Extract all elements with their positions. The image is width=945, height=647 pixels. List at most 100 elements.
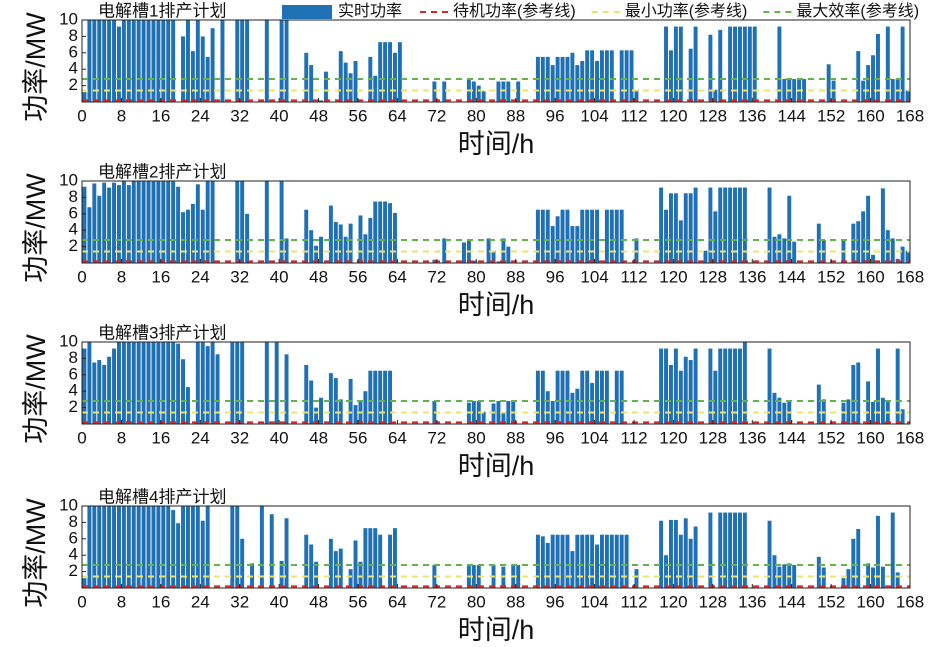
bar: [580, 370, 585, 424]
bar: [397, 42, 402, 102]
bar: [501, 413, 506, 424]
bar: [181, 36, 186, 102]
bar: [673, 348, 678, 424]
bar: [481, 91, 486, 102]
bar: [496, 81, 501, 102]
bar: [560, 534, 565, 588]
bar: [856, 362, 861, 424]
bar: [126, 342, 131, 424]
bar: [772, 392, 777, 424]
x-tick-label: 48: [309, 428, 328, 447]
bar: [284, 20, 289, 102]
x-tick-label: 168: [896, 106, 924, 125]
bar: [772, 236, 777, 263]
bar: [560, 370, 565, 424]
bar: [363, 391, 368, 424]
x-tick-label: 0: [77, 592, 86, 611]
bar: [737, 187, 742, 263]
bar: [856, 528, 861, 588]
x-tick-label: 168: [896, 267, 924, 286]
bar: [816, 556, 821, 588]
bar: [560, 209, 565, 263]
x-tick-label: 136: [738, 428, 766, 447]
bar: [614, 370, 619, 424]
bar: [678, 534, 683, 588]
bar: [161, 20, 166, 102]
bar: [141, 181, 146, 263]
bar: [195, 184, 200, 263]
bar: [826, 64, 831, 102]
x-tick-label: 144: [778, 592, 806, 611]
bar: [708, 348, 713, 424]
bar: [693, 526, 698, 588]
bar: [338, 224, 343, 263]
bar: [634, 569, 639, 588]
bar: [279, 181, 284, 263]
bar: [121, 506, 126, 588]
x-tick-label: 0: [77, 267, 86, 286]
bar: [871, 55, 876, 102]
bar: [851, 364, 856, 424]
bar: [866, 381, 871, 424]
bar: [673, 193, 678, 263]
bar: [550, 401, 555, 424]
bar: [491, 403, 496, 424]
x-tick-label: 16: [151, 267, 170, 286]
y-tick-label: 8: [69, 26, 78, 45]
x-tick-label: 16: [151, 106, 170, 125]
bar: [348, 569, 353, 588]
bar: [777, 26, 782, 103]
bar: [116, 185, 121, 263]
x-tick-label: 160: [856, 592, 884, 611]
subplot-title: 电解槽3排产计划: [98, 323, 226, 342]
bar: [378, 534, 383, 588]
bar: [309, 380, 314, 424]
bar: [230, 506, 235, 588]
x-tick-label: 96: [546, 592, 565, 611]
x-tick-label: 24: [191, 592, 210, 611]
bar: [284, 238, 289, 263]
bar: [82, 186, 87, 263]
bar: [590, 50, 595, 102]
bar: [136, 181, 141, 263]
x-tick-label: 8: [117, 106, 126, 125]
bar: [885, 26, 890, 103]
bar: [166, 181, 171, 263]
bar: [880, 566, 885, 588]
bar: [496, 261, 501, 263]
y-axis-label: 功率/MW: [21, 498, 51, 608]
bar: [713, 370, 718, 424]
x-tick-label: 144: [778, 267, 806, 286]
bar: [821, 567, 826, 588]
bar: [570, 551, 575, 588]
x-tick-label: 80: [467, 106, 486, 125]
bar: [575, 388, 580, 424]
bar: [185, 209, 190, 263]
bar: [442, 81, 447, 102]
bar: [752, 26, 757, 103]
bar: [166, 20, 171, 102]
x-tick-label: 168: [896, 592, 924, 611]
bar: [708, 187, 713, 263]
bar: [235, 506, 240, 588]
bar: [590, 534, 595, 588]
bar: [841, 578, 846, 588]
bar: [693, 348, 698, 424]
bar: [728, 187, 733, 263]
bar: [102, 506, 107, 588]
bar: [190, 506, 195, 588]
bar: [284, 354, 289, 424]
bar: [496, 401, 501, 424]
bar: [742, 26, 747, 103]
bar: [314, 245, 319, 263]
x-tick-label: 128: [699, 267, 727, 286]
bar: [304, 534, 309, 588]
bar: [279, 560, 284, 588]
bar: [856, 221, 861, 263]
bar: [126, 20, 131, 102]
bar: [171, 510, 176, 588]
bar: [659, 520, 664, 588]
bar: [471, 401, 476, 424]
bar: [319, 100, 324, 102]
bar: [550, 226, 555, 263]
